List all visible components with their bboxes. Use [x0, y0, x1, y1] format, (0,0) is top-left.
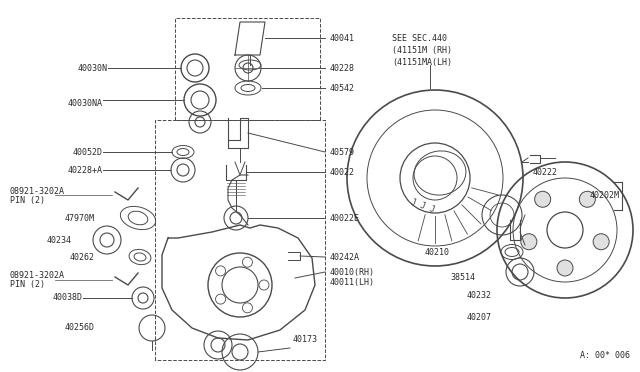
Text: 08921-3202A: 08921-3202A — [10, 272, 65, 280]
Text: PIN (2): PIN (2) — [10, 280, 45, 289]
Circle shape — [557, 260, 573, 276]
Text: 40011(LH): 40011(LH) — [330, 278, 375, 286]
Text: SEE SEC.440: SEE SEC.440 — [392, 33, 447, 42]
Text: 40041: 40041 — [330, 33, 355, 42]
Circle shape — [593, 234, 609, 250]
Text: 40207: 40207 — [467, 314, 492, 323]
Text: 40228+A: 40228+A — [68, 166, 103, 174]
Text: 40222: 40222 — [533, 167, 558, 176]
Text: 40542: 40542 — [330, 83, 355, 93]
Text: 40232: 40232 — [467, 292, 492, 301]
Text: 40242A: 40242A — [330, 253, 360, 262]
Text: 40030NA: 40030NA — [68, 99, 103, 108]
Text: 40579: 40579 — [330, 148, 355, 157]
Text: PIN (2): PIN (2) — [10, 196, 45, 205]
Text: 40210: 40210 — [425, 247, 450, 257]
Circle shape — [534, 191, 550, 207]
Text: A: 00* 006: A: 00* 006 — [580, 351, 630, 360]
Text: 40262: 40262 — [70, 253, 95, 262]
Text: 40202M: 40202M — [590, 190, 620, 199]
Text: (41151MA(LH): (41151MA(LH) — [392, 58, 452, 67]
Text: 08921-3202A: 08921-3202A — [10, 186, 65, 196]
Text: 40173: 40173 — [293, 336, 318, 344]
Text: 40228: 40228 — [330, 64, 355, 73]
Text: 38514: 38514 — [450, 273, 475, 282]
Text: 40022E: 40022E — [330, 214, 360, 222]
Text: 47970M: 47970M — [65, 214, 95, 222]
Circle shape — [521, 234, 537, 250]
Text: 40022: 40022 — [330, 167, 355, 176]
Text: (41151M (RH): (41151M (RH) — [392, 45, 452, 55]
Text: 40038D: 40038D — [53, 294, 83, 302]
Text: J J J: J J J — [410, 198, 436, 215]
Circle shape — [579, 191, 595, 207]
Text: 40030N: 40030N — [78, 64, 108, 73]
Text: 40052D: 40052D — [73, 148, 103, 157]
Text: 40010(RH): 40010(RH) — [330, 267, 375, 276]
Text: 40234: 40234 — [47, 235, 72, 244]
Text: 40256D: 40256D — [65, 324, 95, 333]
